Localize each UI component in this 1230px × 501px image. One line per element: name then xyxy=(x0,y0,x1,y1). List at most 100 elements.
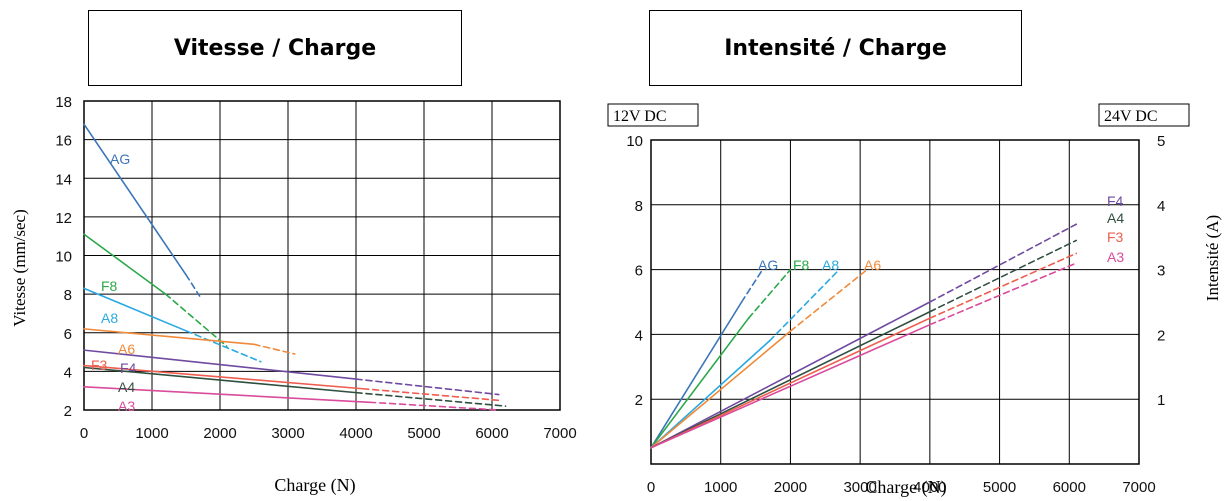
current-chart-y-ticks: 2 4 6 8 10 xyxy=(626,133,643,409)
speed-series-a4-solid xyxy=(83,366,357,394)
speed-x-tick-label: 3000 xyxy=(271,425,304,442)
current-plot-frame xyxy=(650,139,1140,465)
current-y-right-tick-label: 5 xyxy=(1157,133,1165,150)
current-x-tick-label: 6000 xyxy=(1053,479,1086,496)
speed-series-a8-dashed xyxy=(185,330,262,363)
speed-series-a3-dashed xyxy=(368,401,500,411)
current-y-tick-label: 2 xyxy=(635,392,643,409)
speed-series-a4-dashed xyxy=(355,391,507,407)
current-series-a8-solid xyxy=(650,340,771,449)
speed-series-f3-solid xyxy=(83,364,364,390)
current-series-label-f4: F4 xyxy=(1107,193,1124,209)
speed-y-tick-label: 10 xyxy=(55,249,72,266)
current-y-tick-label: 8 xyxy=(635,198,643,215)
speed-x-tick-label: 4000 xyxy=(339,425,372,442)
current-series-ag-solid xyxy=(650,301,743,449)
speed-x-tick-label: 1000 xyxy=(135,425,168,442)
speed-series-label-a4: A4 xyxy=(118,379,135,395)
current-x-tick-label: 3000 xyxy=(843,479,876,496)
speed-plot-frame xyxy=(83,100,561,411)
speed-chart-grid xyxy=(83,100,561,411)
current-series-a3-solid xyxy=(650,323,931,449)
current-x-tick-label: 4000 xyxy=(913,479,946,496)
current-chart-x-ticks: 0 1000 2000 3000 4000 5000 6000 7000 xyxy=(647,479,1156,496)
chart-title-current: Intensité / Charge xyxy=(649,10,1022,86)
current-y-tick-label: 6 xyxy=(635,263,643,280)
speed-y-tick-label: 8 xyxy=(64,287,72,304)
current-chart-y-right-ticks: 1 2 3 4 5 xyxy=(1157,133,1165,409)
chart-title-speed: Vitesse / Charge xyxy=(88,10,462,86)
current-y-right-tick-label: 2 xyxy=(1157,327,1165,344)
speed-y-tick-label: 14 xyxy=(55,171,72,188)
speed-chart-x-ticks: 0 1000 2000 3000 4000 5000 6000 7000 xyxy=(80,425,577,442)
speed-x-tick-label: 2000 xyxy=(203,425,236,442)
speed-chart-x-label: Charge (N) xyxy=(274,475,355,496)
speed-series-ag-dashed xyxy=(185,274,201,297)
speed-y-tick-label: 16 xyxy=(55,133,72,150)
speed-series-label-a6: A6 xyxy=(118,341,135,357)
current-chart-x-label: Charge (N) xyxy=(865,477,946,498)
speed-x-tick-label: 0 xyxy=(80,425,88,442)
speed-series-f3-dashed xyxy=(361,387,500,402)
current-y-tick-label: 10 xyxy=(626,133,643,150)
speed-series-f8-solid xyxy=(83,233,167,295)
speed-y-tick-label: 4 xyxy=(64,364,72,381)
speed-series-label-f8: F8 xyxy=(101,278,118,294)
speed-y-tick-label: 6 xyxy=(64,326,72,343)
current-series-label-a6: A6 xyxy=(864,257,881,273)
current-x-tick-label: 7000 xyxy=(1122,479,1155,496)
current-series-a6-solid xyxy=(650,330,792,449)
current-y-right-tick-label: 4 xyxy=(1157,198,1165,215)
current-series-f4-solid xyxy=(650,301,931,449)
current-series-label-a4: A4 xyxy=(1107,210,1124,226)
current-x-tick-label: 2000 xyxy=(774,479,807,496)
current-series-label-ag: AG xyxy=(758,257,778,273)
current-y-right-tick-label: 1 xyxy=(1157,392,1165,409)
speed-y-tick-label: 12 xyxy=(55,210,72,227)
speed-series-label-a3: A3 xyxy=(118,398,135,414)
current-x-tick-label: 5000 xyxy=(983,479,1016,496)
speed-series-a6-dashed xyxy=(253,343,296,355)
current-series-a4-solid xyxy=(650,310,931,449)
current-series-f8-solid xyxy=(650,317,750,449)
speed-x-tick-label: 7000 xyxy=(543,425,576,442)
speed-series-a8-solid xyxy=(83,287,187,332)
speed-x-tick-label: 6000 xyxy=(475,425,508,442)
speed-series-a3-solid xyxy=(83,386,371,404)
current-chart-grid xyxy=(650,139,1140,465)
current-y-tick-label: 4 xyxy=(635,327,643,344)
caption-12v: 12V DC xyxy=(613,108,667,125)
current-series-a8-dashed xyxy=(768,268,841,342)
current-series-a6-dashed xyxy=(789,268,868,332)
speed-chart-series xyxy=(83,123,507,411)
current-chart-series xyxy=(650,223,1078,449)
speed-series-label-ag: AG xyxy=(110,151,130,167)
speed-x-tick-label: 5000 xyxy=(407,425,440,442)
current-x-tick-label: 0 xyxy=(647,479,655,496)
current-series-label-a3: A3 xyxy=(1107,249,1124,265)
current-x-tick-label: 1000 xyxy=(704,479,737,496)
current-series-f8-dashed xyxy=(747,268,792,320)
caption-12v-box xyxy=(607,103,699,127)
speed-series-a6-solid xyxy=(83,328,255,346)
speed-chart-y-ticks: 2 4 6 8 10 12 14 16 18 xyxy=(55,94,72,420)
speed-series-ag-solid xyxy=(83,123,187,276)
current-series-a3-dashed xyxy=(929,262,1078,326)
speed-series-label-a8: A8 xyxy=(101,310,118,326)
speed-series-f4-solid xyxy=(83,349,357,380)
caption-24v-box xyxy=(1098,103,1190,127)
caption-24v: 24V DC xyxy=(1104,108,1158,125)
speed-series-label-f4: F4 xyxy=(120,360,137,376)
current-series-a4-dashed xyxy=(929,239,1078,313)
current-series-f3-dashed xyxy=(929,252,1078,320)
current-chart-y-right-label: Intensité (A) xyxy=(1203,215,1222,301)
speed-chart-y-label: Vitesse (mm/sec) xyxy=(10,209,29,326)
speed-series-f8-dashed xyxy=(164,293,228,348)
current-y-right-tick-label: 3 xyxy=(1157,263,1165,280)
speed-series-f4-dashed xyxy=(355,378,500,396)
current-series-ag-dashed xyxy=(740,268,764,303)
current-series-label-a8: A8 xyxy=(822,257,839,273)
